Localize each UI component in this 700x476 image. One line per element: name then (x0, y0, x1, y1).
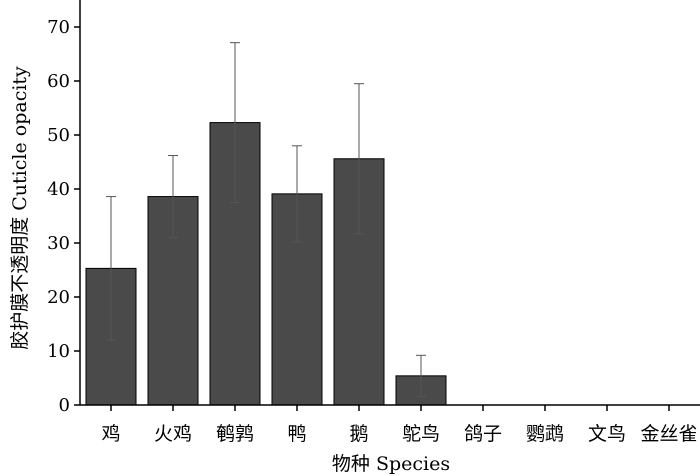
error-bar-3 (230, 42, 240, 203)
y-tick-label: 10 (47, 341, 70, 362)
x-tick-label: 金丝雀 (640, 423, 697, 445)
x-axis-label: 物种 Species (332, 453, 450, 475)
x-tick-label: 鹌鹑 (216, 423, 254, 445)
x-tick-label: 鹦鹉 (526, 423, 564, 445)
x-tick-label: 文鸟 (588, 423, 626, 445)
y-tick-label: 20 (47, 287, 70, 308)
x-tick-label: 鸵鸟 (402, 423, 440, 445)
y-tick-label: 70 (47, 17, 70, 38)
y-axis-label: 胶护膜不透明度 Cuticle opacity (9, 66, 31, 350)
y-axis-ticks: 0 10 20 30 40 50 60 70 (47, 17, 80, 416)
y-tick-label: 60 (47, 71, 70, 92)
error-bar-2 (168, 155, 178, 239)
error-bar-1 (106, 196, 116, 341)
error-bars (106, 42, 426, 397)
x-tick-label: 鸡 (101, 423, 120, 445)
x-tick-label: 鸽子 (464, 423, 502, 445)
x-axis-ticks: 鸡 火鸡 鹌鹑 鸭 鹅 鸵鸟 鸽子 鹦鹉 文鸟 金丝雀 (101, 405, 698, 445)
y-tick-label: 40 (47, 179, 70, 200)
y-tick-label: 30 (47, 233, 70, 254)
x-tick-label: 鸭 (287, 423, 306, 445)
y-tick-label: 0 (59, 395, 70, 416)
error-bar-6 (416, 354, 426, 397)
x-tick-label: 鹅 (349, 423, 368, 445)
bars (85, 122, 447, 406)
y-tick-label: 50 (47, 125, 70, 146)
error-bar-5 (354, 83, 364, 235)
x-tick-label: 火鸡 (154, 423, 192, 445)
error-bar-4 (292, 145, 302, 243)
